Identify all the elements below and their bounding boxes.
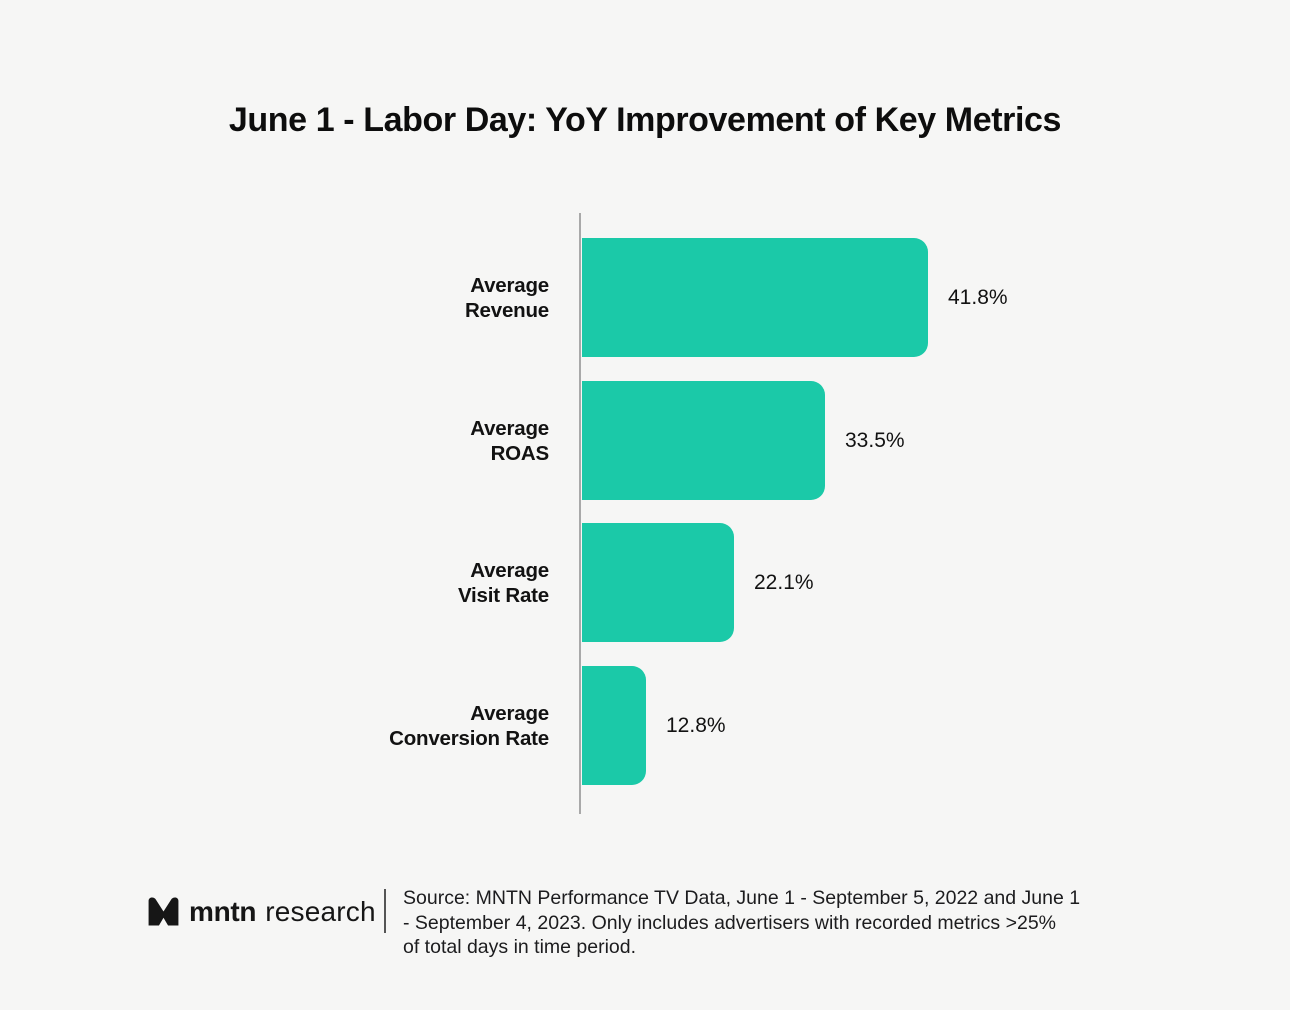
value-label: 41.8% — [948, 285, 1008, 309]
category-label: Average Conversion Rate — [389, 701, 549, 750]
brand-name-regular: research — [265, 895, 376, 927]
footer-divider — [384, 889, 386, 933]
value-label: 33.5% — [845, 428, 905, 452]
bar-average-roas — [582, 381, 825, 500]
value-label: 22.1% — [754, 570, 814, 594]
brand-name-bold: mntn — [189, 895, 257, 927]
value-label: 12.8% — [666, 713, 726, 737]
bar-row: Average Visit Rate 22.1% — [0, 523, 1290, 642]
category-label: Average ROAS — [470, 416, 549, 465]
chart-title: June 1 - Labor Day: YoY Improvement of K… — [228, 101, 1062, 139]
source-note-line: of total days in time period. — [403, 936, 637, 958]
source-note-line: - September 4, 2023. Only includes adver… — [403, 911, 1057, 934]
category-label: Average Visit Rate — [457, 558, 549, 607]
mntn-mountain-m-icon — [148, 897, 179, 926]
bar-row: Average ROAS 33.5% — [0, 381, 1290, 500]
y-axis-line — [579, 213, 581, 814]
bar-average-conversion-rate — [582, 666, 646, 785]
mntn-research-logo: mntn research — [147, 893, 376, 930]
bar-average-visit-rate — [582, 523, 734, 642]
bar-row: Average Revenue 41.8% — [0, 238, 1290, 357]
bar-row: Average Conversion Rate 12.8% — [0, 666, 1290, 785]
source-note-line: Source: MNTN Performance TV Data, June 1… — [403, 887, 1081, 909]
category-label: Average Revenue — [464, 273, 549, 322]
source-note: Source: MNTN Performance TV Data, June 1… — [403, 886, 1080, 960]
bar-average-revenue — [582, 238, 928, 357]
